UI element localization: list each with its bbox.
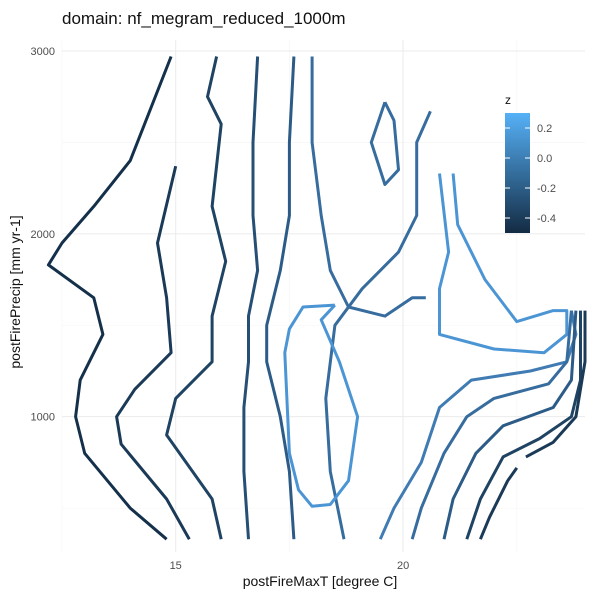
contour-line-6 [369,101,400,186]
y-tick-label: 2000 [31,229,55,241]
legend-tick-label: -0.4 [537,213,556,225]
chart-title: domain: nf_megram_reduced_1000m [62,9,346,28]
contour-line-10 [438,173,569,355]
x-tick-label: 20 [397,560,409,572]
y-axis-ticks: 1000 2000 3000 [31,46,55,424]
contour-line-15 [525,310,587,459]
contour-line-9 [283,303,360,508]
contour-lines [46,55,587,541]
contour-line-11 [410,310,573,540]
y-tick-label: 1000 [31,412,55,424]
legend-colorbar [505,113,530,233]
y-axis-title: postFirePrecip [mm yr-1] [7,215,23,368]
legend-tick-label: -0.2 [537,183,556,195]
legend-title: z [505,93,511,107]
legend: z 0.2 0.0 -0.2 -0.4 [505,93,556,233]
x-axis-title: postFireMaxT [degree C] [243,573,398,589]
contour-line-4 [265,56,296,540]
contour-line-2 [165,56,228,540]
contour-line-14 [479,467,519,540]
legend-tick-label: 0.2 [537,123,552,135]
y-tick-label: 3000 [31,46,55,58]
x-tick-label: 15 [170,560,182,572]
contour-line-1 [115,165,191,540]
contour-line-7 [310,56,426,318]
legend-ticks: 0.2 0.0 -0.2 -0.4 [505,123,556,225]
x-axis-ticks: 15 20 [170,560,410,572]
contour-line-12 [442,310,578,540]
contour-line-0 [46,55,173,541]
contour-line-3 [242,56,260,540]
legend-tick-label: 0.0 [537,153,552,165]
contour-line-5 [324,110,432,540]
